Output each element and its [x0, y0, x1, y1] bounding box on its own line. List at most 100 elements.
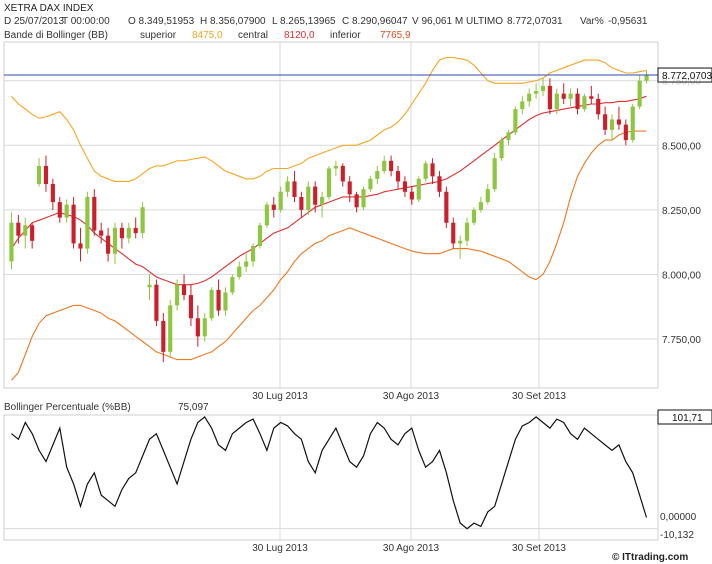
candle-body — [561, 93, 566, 99]
candle-body — [209, 289, 214, 319]
time-label: 30 Set 2013 — [512, 543, 566, 554]
candle-body — [188, 295, 194, 319]
candle-body — [250, 245, 256, 262]
osc-grid — [4, 415, 658, 540]
candle-body — [326, 168, 332, 197]
candle — [313, 181, 318, 213]
candle — [471, 207, 477, 226]
candle — [333, 160, 338, 177]
candle-body — [409, 191, 414, 200]
candle-body — [181, 284, 187, 296]
candle — [320, 191, 325, 218]
candle — [458, 235, 463, 259]
candle-body — [320, 196, 325, 205]
candle-body — [575, 93, 580, 110]
candle — [209, 287, 214, 321]
candle — [147, 274, 152, 301]
candle-body — [471, 209, 477, 223]
candle — [437, 171, 442, 197]
candle — [409, 186, 414, 205]
candle — [57, 196, 62, 223]
candle-body — [57, 202, 62, 218]
candle — [485, 184, 490, 205]
osc-top-flag-box — [657, 409, 712, 425]
candle — [575, 88, 580, 115]
candle-body — [30, 225, 35, 241]
candle-body — [368, 178, 373, 190]
candle — [589, 85, 594, 104]
candle-body — [161, 320, 166, 352]
candle — [71, 196, 76, 249]
candle-body — [23, 225, 28, 236]
candle — [499, 137, 504, 161]
readout-last-label: ULTIMO — [466, 16, 503, 27]
candle — [237, 261, 242, 280]
candle — [78, 227, 83, 262]
candle-body — [492, 158, 497, 190]
candle-body — [99, 230, 104, 236]
price-tick-label: 8.500,00 — [662, 141, 701, 152]
candle-body — [333, 165, 338, 169]
last-price-flag: 8.772,0703 8.750,00 — [657, 67, 712, 88]
osc-panel-frame — [3, 414, 659, 541]
readout-volume: V 96,061 M — [412, 16, 463, 27]
candle-body — [278, 191, 283, 210]
candle — [554, 88, 559, 115]
candle-body — [71, 204, 76, 244]
candle-body — [451, 222, 456, 244]
price-panel-frame — [3, 41, 659, 389]
candle-body — [609, 119, 615, 130]
candle — [513, 106, 518, 135]
candle — [464, 217, 470, 246]
candle-body — [540, 85, 546, 92]
time-label: 30 Set 2013 — [512, 391, 566, 402]
candle-body — [596, 98, 601, 115]
candle — [181, 274, 187, 301]
candle — [23, 217, 28, 249]
candle — [264, 202, 269, 228]
candle-body — [9, 222, 14, 262]
candle — [520, 96, 525, 115]
candle — [306, 181, 311, 215]
candle — [616, 106, 622, 130]
candle-body — [85, 196, 90, 249]
candle-body — [244, 261, 249, 267]
candle — [250, 243, 256, 267]
price-overlays — [11, 56, 647, 381]
candle — [416, 176, 421, 203]
candle-body — [106, 235, 111, 254]
candle — [637, 75, 642, 110]
candle — [340, 163, 345, 187]
candle — [36, 158, 42, 187]
candle — [361, 186, 366, 210]
osc-legend-name: Bollinger Percentuale (%BB) — [4, 402, 131, 413]
candle-body — [347, 181, 352, 195]
candle-body — [354, 194, 359, 208]
candle-body — [202, 318, 207, 337]
candle — [347, 176, 352, 203]
candle — [188, 284, 194, 327]
candle — [561, 83, 566, 104]
time-label: 30 Lug 2013 — [252, 391, 308, 402]
time-label: 30 Lug 2013 — [252, 543, 308, 554]
candle-body — [506, 132, 511, 141]
candle — [292, 171, 297, 203]
candle-body — [147, 284, 152, 288]
candle-body — [285, 181, 290, 192]
readout-var-value: -0,95631 — [608, 16, 648, 27]
candle — [30, 222, 35, 249]
candle — [299, 191, 304, 218]
candle — [596, 93, 601, 120]
candle — [9, 212, 14, 270]
candle-body — [133, 227, 138, 234]
bollinger-legend-upper-label: superior — [140, 30, 177, 41]
candle — [106, 227, 111, 262]
candle — [64, 199, 69, 223]
candle-body — [554, 93, 559, 110]
bollinger-legend-upper-value: 8475,0 — [192, 30, 223, 41]
candle-body — [306, 186, 311, 210]
price-axis: 8.500,00 8.250,00 8.000,00 7.750,00 — [662, 141, 701, 346]
candle-body — [230, 276, 235, 293]
candle-body — [423, 163, 428, 179]
